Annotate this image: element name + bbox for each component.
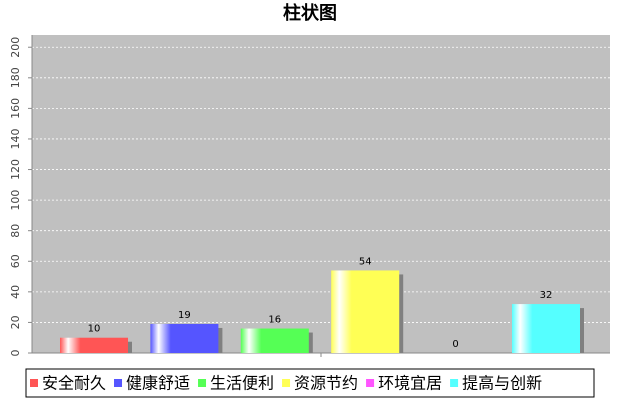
bar [240, 328, 309, 353]
legend-swatch [198, 379, 207, 387]
legend-label: 提高与创新 [462, 374, 542, 393]
y-tick-label: 60 [9, 254, 22, 268]
legend-label: 健康舒适 [126, 374, 190, 393]
legend-swatch [366, 379, 375, 387]
legend-swatch [282, 379, 291, 387]
value-label: 10 [88, 324, 101, 335]
y-tick-label: 40 [9, 285, 22, 299]
y-tick-label: 160 [9, 98, 22, 119]
legend-label: 生活便利 [210, 374, 274, 393]
bar [60, 337, 128, 353]
plot-area [32, 35, 610, 353]
value-label: 54 [359, 256, 372, 267]
chart-title: 柱状图 [283, 2, 337, 24]
y-tick-label: 120 [9, 159, 22, 180]
y-tick-label: 0 [9, 350, 22, 357]
legend-swatch [450, 379, 459, 387]
bar [331, 270, 400, 353]
y-tick-label: 100 [9, 190, 22, 211]
legend-label: 安全耐久 [42, 374, 106, 393]
value-label: 16 [268, 315, 281, 326]
y-tick-label: 140 [9, 128, 22, 149]
legend-label: 环境宜居 [378, 374, 442, 393]
value-label: 32 [540, 290, 553, 301]
value-label: 0 [452, 339, 458, 350]
legend-swatch [30, 379, 38, 387]
y-tick-label: 200 [9, 37, 22, 58]
legend-swatch [114, 379, 123, 387]
legend-label: 资源节约 [294, 374, 358, 393]
value-label: 19 [178, 310, 191, 321]
y-tick-label: 80 [9, 224, 22, 238]
y-tick-label: 180 [9, 67, 22, 88]
y-tick-label: 20 [9, 315, 22, 329]
bar [512, 304, 580, 353]
bar [150, 323, 219, 353]
